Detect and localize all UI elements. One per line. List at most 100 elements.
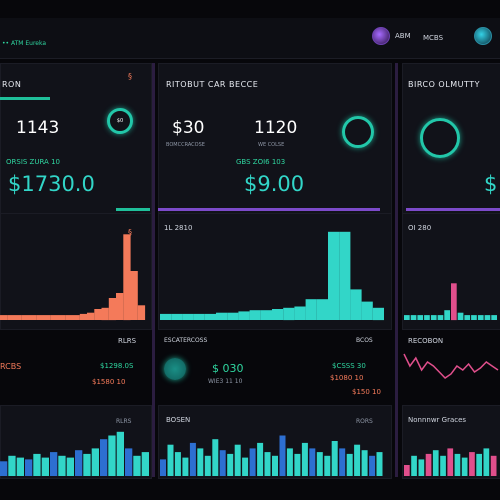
- bar: [369, 455, 376, 476]
- panel-1-row-label: RLRS: [118, 337, 137, 345]
- bar: [249, 310, 261, 320]
- bar: [272, 309, 284, 320]
- bar: [430, 315, 437, 320]
- bar: [279, 435, 286, 476]
- bar: [108, 435, 116, 476]
- panel-3-accent: [406, 208, 500, 211]
- bar: [411, 455, 417, 476]
- panel-2-row-2: $150 10: [352, 388, 381, 396]
- bar: [204, 313, 216, 320]
- panel-1-row-1: $1298.0S: [100, 362, 134, 370]
- user-1-extra: MCBS: [423, 34, 444, 42]
- bar: [58, 315, 66, 320]
- bar: [219, 450, 226, 476]
- bar: [14, 315, 22, 320]
- user-menu-1[interactable]: ABM: [372, 27, 411, 45]
- bar: [461, 457, 468, 476]
- bar: [361, 301, 373, 320]
- bar: [8, 455, 16, 476]
- bar: [160, 459, 166, 476]
- bar: [116, 293, 124, 320]
- bar: [484, 315, 491, 320]
- bar: [79, 313, 88, 320]
- bar: [440, 455, 446, 476]
- panel-3-equalizer: [404, 448, 497, 476]
- bar: [346, 453, 353, 476]
- panel-2-subtitle: GBS ZOI6 103: [236, 158, 286, 166]
- panel-3-row-title: RECOBON: [408, 337, 444, 345]
- panel-2-row-1: $1080 10: [330, 374, 364, 382]
- panel-1-title: RON: [2, 80, 22, 89]
- bar: [418, 459, 425, 476]
- panel-2-right-caption: BCOS: [356, 337, 373, 344]
- panel-1-row-2: $1580 10: [92, 378, 126, 386]
- bar: [417, 315, 424, 320]
- user-avatar-icon: [372, 27, 390, 45]
- bar: [21, 315, 30, 320]
- bar: [372, 307, 384, 321]
- bar: [309, 448, 316, 476]
- bar: [137, 305, 146, 320]
- bar: [0, 315, 8, 320]
- panel-2-eq-title: BOSEN: [166, 416, 191, 424]
- bar: [0, 461, 8, 476]
- bar: [50, 452, 58, 476]
- panel-3-title: BIRCO OLMUTTY: [408, 80, 480, 89]
- bar: [316, 299, 328, 320]
- bar: [286, 448, 293, 476]
- bar: [361, 450, 368, 476]
- bar: [476, 453, 482, 476]
- panel-2-value-a: $30: [172, 118, 205, 138]
- bar: [83, 453, 91, 476]
- bar: [33, 453, 41, 476]
- bar: [227, 312, 239, 320]
- bar: [50, 315, 59, 320]
- bar: [29, 315, 37, 320]
- panel-3-line-chart: [403, 353, 499, 379]
- bar: [141, 452, 149, 476]
- bar: [249, 448, 256, 476]
- bar: [447, 448, 454, 476]
- bar: [65, 315, 73, 320]
- brand-logo: •• ATM Eureka: [2, 40, 47, 47]
- bar: [404, 465, 410, 476]
- bar: [91, 448, 99, 476]
- bar: [272, 455, 278, 476]
- panel-1-ring-icon[interactable]: $0: [107, 108, 133, 134]
- bar: [204, 455, 211, 476]
- panel-2-row-0: $CSSS 30: [332, 362, 366, 370]
- panel-1-value: 1143: [16, 118, 60, 138]
- bar: [212, 439, 219, 476]
- bar: [339, 448, 346, 476]
- panel-2-chip-icon[interactable]: [164, 358, 186, 380]
- separator-1: [152, 63, 155, 477]
- bar: [437, 315, 444, 320]
- panel-1-row-0: RCBS: [0, 362, 22, 371]
- bar: [490, 455, 497, 476]
- bar: [123, 234, 131, 321]
- panel-3-ring-icon[interactable]: [420, 118, 460, 158]
- bar: [424, 315, 430, 320]
- series-line: [403, 353, 499, 379]
- panel-2-accent: [158, 208, 380, 211]
- bar: [260, 310, 272, 320]
- panel-1-equalizer: [0, 431, 149, 476]
- bar: [483, 448, 490, 476]
- bar: [376, 452, 383, 476]
- bar: [264, 452, 271, 476]
- bar: [477, 315, 484, 320]
- panel-2-ring-icon[interactable]: [342, 116, 374, 148]
- bar: [410, 315, 417, 320]
- bar: [451, 283, 457, 321]
- panel-3-bar-chart: [404, 283, 497, 321]
- bar: [425, 453, 432, 476]
- bar: [41, 457, 49, 476]
- bar: [171, 313, 183, 320]
- user-menu-2[interactable]: [474, 27, 492, 45]
- panel-2-chip-caption: WIE3 11 10: [208, 378, 243, 385]
- bar: [174, 452, 181, 476]
- bar: [404, 315, 410, 320]
- panel-2-chart-title: 1L 2810: [164, 224, 193, 232]
- bar: [167, 444, 174, 476]
- bar: [197, 448, 204, 476]
